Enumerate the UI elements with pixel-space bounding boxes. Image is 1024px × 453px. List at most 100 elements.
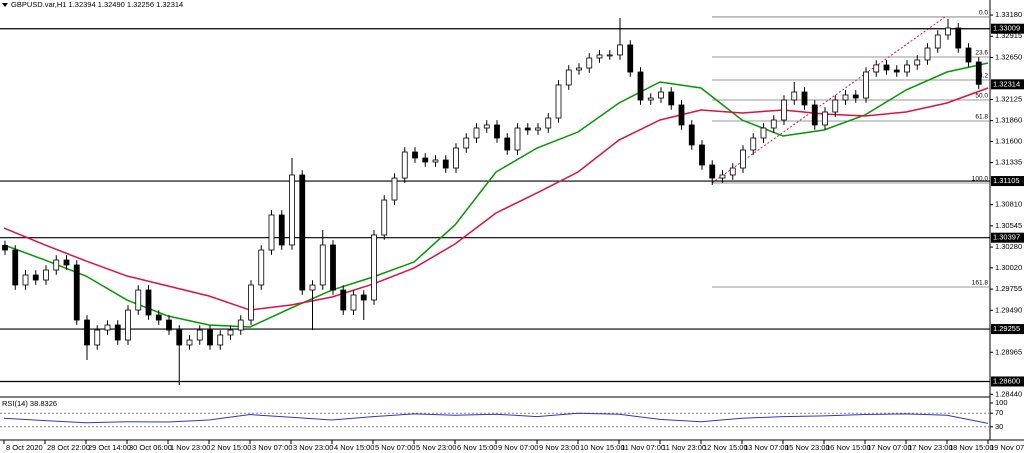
y-tick-label: 1.29755 — [995, 284, 1022, 293]
rsi-line — [3, 412, 989, 424]
menu-arrow — [2, 3, 8, 7]
x-tick-label: 17 Nov 07:00 — [867, 443, 912, 452]
candle-body — [186, 339, 193, 346]
candle-body — [125, 309, 131, 341]
price-box — [991, 376, 1024, 387]
candle-body — [924, 47, 931, 61]
candle-body — [258, 249, 265, 286]
y-tick-label: 1.30545 — [995, 221, 1022, 230]
candle-body — [514, 127, 521, 151]
x-tick-label: 5 Nov 07:00 — [375, 443, 415, 452]
candle-body — [852, 94, 859, 99]
y-tick-label: 1.28440 — [995, 389, 1022, 398]
price-box-label: 1.30397 — [993, 233, 1020, 242]
candle-body — [248, 284, 254, 321]
candle-body — [760, 127, 767, 139]
price-box-label: 1.31105 — [993, 176, 1020, 185]
candle-body — [955, 27, 962, 49]
candle-body — [504, 137, 511, 151]
y-tick-label: 1.31860 — [995, 116, 1022, 125]
x-tick-label: 6 Nov 15:00 — [457, 443, 497, 452]
y-tick-label: 1.31600 — [995, 136, 1022, 145]
x-tick-label: 5 Nov 23:00 — [416, 443, 456, 452]
candle-body — [719, 174, 726, 179]
y-tick-label: 1.30020 — [995, 263, 1022, 272]
candle-body — [617, 44, 623, 56]
fib-label: 100.0 — [972, 176, 989, 183]
candle-body — [207, 329, 213, 346]
x-tick-label: 18 Nov 15:00 — [949, 443, 994, 452]
candle-body — [975, 61, 982, 85]
candle-body — [576, 67, 582, 71]
x-tick-label: 4 Nov 15:00 — [334, 443, 374, 452]
y-tick-label: 1.29490 — [995, 305, 1022, 314]
candle-body — [606, 54, 613, 57]
candle-body — [166, 319, 172, 331]
y-tick-label: 1.32915 — [995, 31, 1022, 40]
candle-body — [227, 329, 234, 336]
y-tick-label: 70 — [995, 408, 1003, 417]
price-box-label: 1.28600 — [993, 376, 1020, 385]
candle-body — [914, 59, 921, 66]
candle-body — [94, 329, 101, 346]
x-tick-label: 12 Nov 15:00 — [703, 443, 748, 452]
candle-body — [268, 214, 275, 251]
x-tick-label: 3 Nov 07:00 — [252, 443, 292, 452]
x-tick-label: 10 Nov 15:00 — [580, 443, 625, 452]
candle-body — [176, 329, 183, 346]
candle-body — [32, 274, 39, 281]
y-tick-label: 1.33180 — [995, 10, 1022, 19]
moving-average — [3, 62, 989, 328]
candle-body — [965, 47, 972, 63]
candle-body — [668, 91, 675, 106]
candle-body — [811, 104, 818, 126]
rsi-title: RSI(14) 38.8326 — [2, 399, 57, 408]
x-tick-label: 15 Nov 23:00 — [785, 443, 830, 452]
candle-body — [453, 147, 459, 169]
x-tick-label: 16 Nov 15:00 — [826, 443, 871, 452]
candle-body — [535, 127, 541, 131]
candle-body — [278, 214, 285, 246]
candle-body — [586, 57, 593, 69]
candle-body — [801, 91, 808, 106]
symbol-header: GBPUSD.var,H1 1.32394 1.32490 1.32256 1.… — [11, 0, 183, 9]
candle-body — [473, 127, 480, 139]
candle-body — [330, 244, 336, 291]
candle-body — [309, 284, 316, 291]
candle-body — [84, 319, 90, 346]
candle-body — [688, 124, 695, 146]
candle-body — [432, 159, 439, 163]
x-tick-label: 13 Nov 07:00 — [744, 443, 789, 452]
candle-body — [104, 324, 111, 331]
candle-body — [381, 199, 388, 236]
candle-body — [781, 99, 787, 121]
candle-body — [770, 119, 777, 129]
y-tick-label: 1.32650 — [995, 52, 1022, 61]
x-tick-label: 11 Nov 07:00 — [621, 443, 665, 452]
price-box — [991, 23, 1024, 34]
candle-body — [217, 334, 224, 346]
candle-body — [2, 245, 8, 251]
candle-body — [196, 329, 203, 341]
fib-label: 161.8 — [972, 280, 989, 287]
candle-body — [945, 27, 951, 36]
candle-body — [647, 97, 654, 101]
candle-body — [442, 159, 449, 169]
candle-body — [401, 151, 408, 179]
price-box — [991, 176, 1024, 187]
price-box — [991, 79, 1024, 90]
candle-body — [483, 124, 490, 129]
price-box-label: 1.32314 — [993, 79, 1020, 88]
candle-body — [791, 91, 798, 101]
candle-body — [842, 94, 849, 101]
candle-body — [22, 274, 29, 286]
candle-body — [412, 151, 418, 159]
candle-body — [422, 157, 429, 163]
candle-body — [750, 137, 757, 151]
candle-body — [319, 244, 326, 286]
candle-body — [934, 34, 941, 49]
candle-body — [883, 64, 890, 71]
